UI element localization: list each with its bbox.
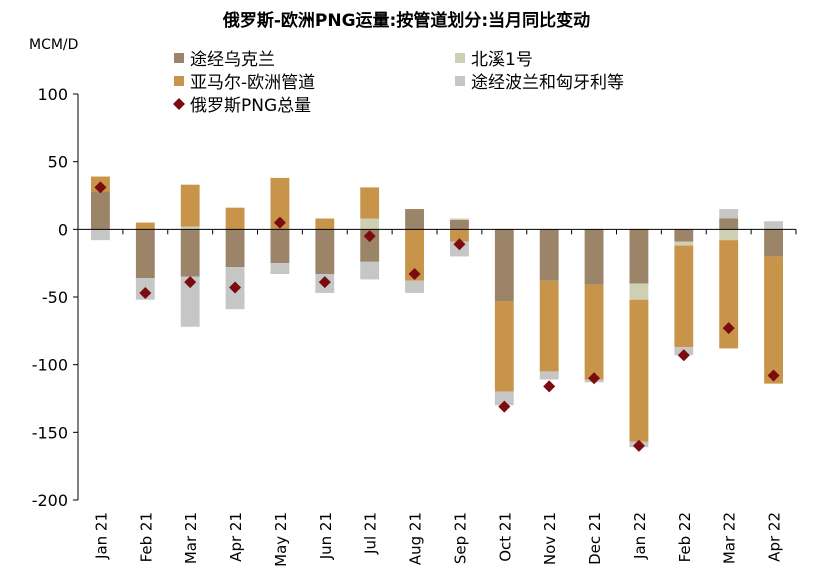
bar-segment-series-3 (271, 263, 290, 274)
chart: 100 50 0 -50 -100 -150 -200 Jan 21 Feb 21 Mar 21 A… (0, 0, 813, 588)
bar-segment-series-1 (630, 283, 649, 299)
x-category-label: Jun 21 (317, 512, 335, 560)
bar-segment-series-0 (405, 209, 424, 229)
bar-segment-series-0 (315, 229, 334, 274)
bar-segment-series-2 (181, 185, 200, 227)
bar-segment-series-0 (764, 229, 783, 256)
x-category-label: Apr 21 (227, 512, 245, 562)
bar-segment-series-0 (271, 229, 290, 263)
bar-segment-series-3 (405, 281, 424, 293)
x-category-label: Oct 21 (496, 512, 514, 562)
bar-segment-series-1 (674, 242, 693, 246)
bar-segment-series-2 (495, 301, 514, 392)
legend-swatch (174, 76, 184, 86)
y-tick-label: -100 (32, 356, 68, 375)
bar-segment-series-3 (91, 229, 110, 240)
bar-segment-series-3 (360, 262, 379, 280)
bar-segment-series-0 (495, 229, 514, 301)
bar-segment-series-3 (719, 209, 738, 218)
bar-segment-series-2 (360, 187, 379, 218)
total-marker (543, 380, 555, 392)
legend-label: 俄罗斯PNG总量 (190, 96, 311, 116)
x-category-label: Sep 21 (451, 512, 469, 564)
bar-segment-series-0 (719, 219, 738, 230)
y-tick-label: 100 (37, 85, 68, 104)
bar-segment-series-1 (360, 219, 379, 230)
bar-segment-series-0 (674, 229, 693, 241)
y-tick-label: -200 (32, 491, 68, 510)
x-category-label: Jul 21 (362, 512, 380, 555)
bar-segment-series-1 (450, 219, 469, 220)
x-category-label: Mar 22 (721, 512, 739, 564)
legend-swatch (455, 53, 465, 63)
legend-swatch (174, 53, 184, 63)
bar-segment-series-3 (764, 221, 783, 229)
legend-label: 途经乌克兰 (190, 50, 275, 70)
bar-segment-series-2 (585, 285, 604, 380)
bar-segment-series-2 (630, 300, 649, 442)
x-category-label: Jan 21 (92, 512, 110, 560)
legend-label: 亚马尔-欧洲管道 (190, 73, 315, 93)
bar-segment-series-0 (91, 191, 110, 229)
legend-label: 途经波兰和匈牙利等 (471, 73, 624, 93)
bar-segment-series-2 (674, 246, 693, 348)
x-category-label: Dec 21 (586, 512, 604, 565)
bar-segment-series-0 (136, 229, 155, 278)
y-tick-label: 50 (48, 153, 68, 172)
x-category-label: Feb 22 (676, 512, 694, 562)
bar-segment-series-2 (226, 208, 245, 230)
x-category-label: Nov 21 (541, 512, 559, 565)
legend-diamond (173, 98, 185, 110)
bar-segment-series-1 (719, 229, 738, 240)
x-category-label: Jan 22 (631, 512, 649, 560)
y-tick-label: -50 (42, 288, 68, 307)
y-tick-label: 0 (58, 220, 68, 239)
bar-segment-series-0 (585, 229, 604, 284)
bar-segment-series-0 (181, 229, 200, 276)
bar-segment-series-3 (540, 371, 559, 379)
bar-segment-series-0 (630, 229, 649, 283)
x-category-label: Mar 21 (182, 512, 200, 564)
x-category-label: Feb 21 (137, 512, 155, 562)
bar-segment-series-2 (136, 223, 155, 230)
x-category-label: May 21 (272, 512, 290, 567)
x-category-label: Aug 21 (407, 512, 425, 565)
bar-segment-series-2 (764, 256, 783, 383)
bar-segment-series-0 (450, 220, 469, 229)
y-tick-label: -150 (32, 423, 68, 442)
bar-segment-series-2 (540, 281, 559, 372)
x-category-label: Apr 22 (766, 512, 784, 562)
bar-segment-series-2 (315, 219, 334, 230)
bar-segment-series-0 (540, 229, 559, 280)
legend-swatch (455, 76, 465, 86)
legend-label: 北溪1号 (471, 50, 533, 70)
bar-segment-series-0 (226, 229, 245, 267)
